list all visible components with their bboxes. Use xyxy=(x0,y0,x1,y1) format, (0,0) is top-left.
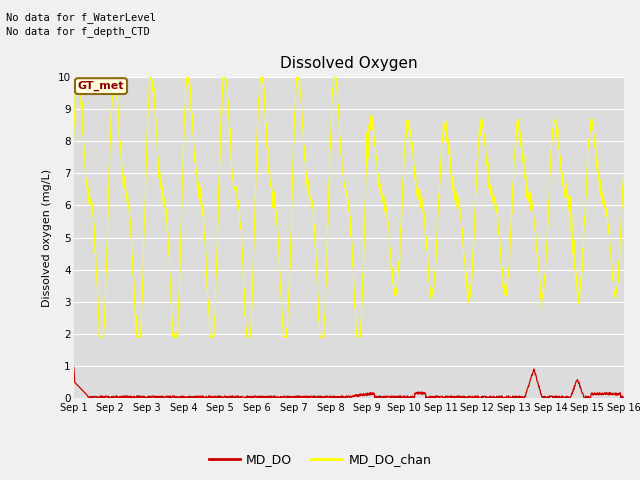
Text: No data for f_WaterLevel: No data for f_WaterLevel xyxy=(6,12,156,23)
Legend: MD_DO, MD_DO_chan: MD_DO, MD_DO_chan xyxy=(204,448,436,471)
Text: GT_met: GT_met xyxy=(78,81,124,91)
Title: Dissolved Oxygen: Dissolved Oxygen xyxy=(280,57,418,72)
Y-axis label: Dissolved oxygen (mg/L): Dissolved oxygen (mg/L) xyxy=(42,168,52,307)
Text: No data for f_depth_CTD: No data for f_depth_CTD xyxy=(6,26,150,37)
